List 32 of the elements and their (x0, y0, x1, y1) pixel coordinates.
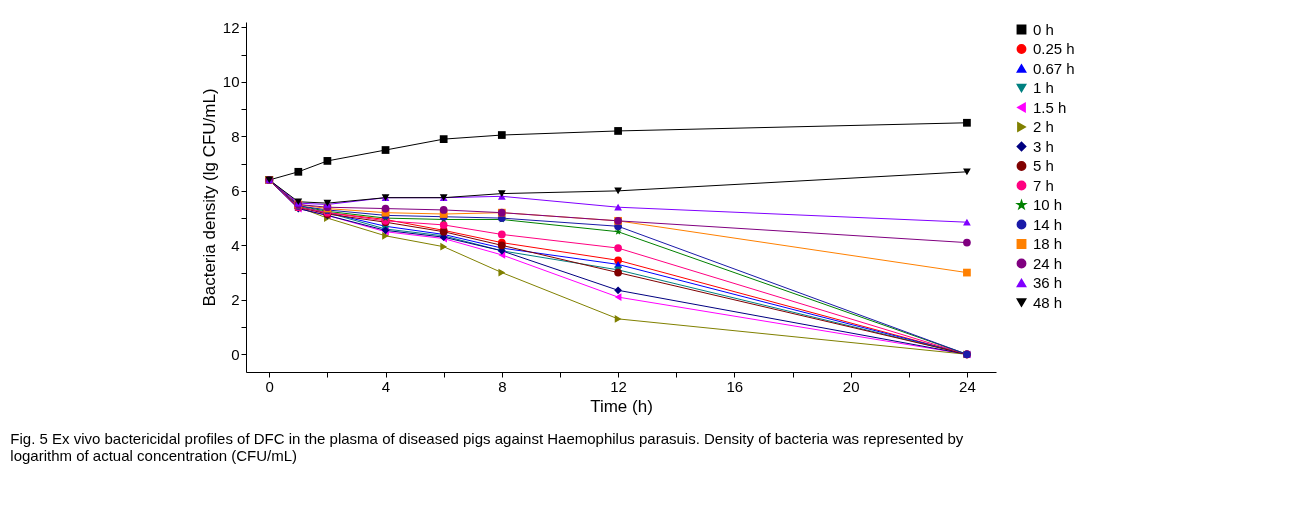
x-tick-label: 24 (959, 377, 976, 395)
legend-label: 5 h (1033, 157, 1054, 174)
legend-label: 24 h (1033, 254, 1063, 272)
x-tick-label: 8 (498, 377, 507, 395)
legend-label: 48 h (1033, 293, 1063, 311)
x-tick-label: 20 (842, 377, 860, 395)
y-tick-label: 12 (222, 18, 240, 36)
y-tick-label: 8 (231, 127, 240, 145)
legend-label: 14 h (1033, 215, 1063, 233)
legend-label: 10 h (1033, 196, 1063, 213)
legend-label: 3 h (1033, 137, 1054, 155)
legend-label: 7 h (1033, 176, 1054, 194)
x-tick-label: 16 (726, 377, 744, 395)
y-tick-label: 4 (231, 236, 240, 254)
legend-label: 2 h (1033, 118, 1054, 135)
x-tick-label: 12 (610, 377, 627, 395)
y-tick-label: 6 (231, 182, 240, 200)
y-axis-title: Bacteria density (lg CFU/mL) (199, 88, 219, 307)
x-tick-label: 4 (381, 377, 391, 395)
legend-label: 0.25 h (1033, 40, 1075, 57)
y-tick-label: 0 (231, 345, 240, 363)
legend-label: 0 h (1033, 20, 1054, 38)
legend-label: 1 h (1033, 79, 1054, 96)
legend-label: 18 h (1033, 235, 1063, 252)
caption: Fig. 5 Ex vivo bactericidal profiles of DFC in the plasma of diseased pigs against Haemophilus parasuis. Density of bacteria was represented by logarithm of actual concentration (CFU/mL) (10, 430, 964, 464)
y-tick-label: 2 (231, 291, 240, 309)
x-axis-title: Time (h) (590, 396, 653, 416)
legend-label: 36 h (1033, 274, 1063, 291)
legend-label: 1.5 h (1033, 98, 1067, 116)
y-tick-label: 10 (222, 73, 240, 91)
legend-label: 0.67 h (1033, 59, 1075, 77)
x-tick-label: 0 (265, 377, 274, 395)
